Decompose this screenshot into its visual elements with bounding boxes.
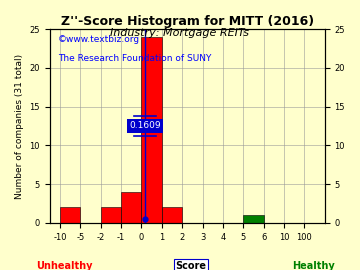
Y-axis label: Number of companies (31 total): Number of companies (31 total) <box>15 53 24 198</box>
Bar <box>141 37 162 223</box>
Bar <box>243 215 264 223</box>
Text: Score: Score <box>175 261 206 270</box>
Bar <box>101 207 121 223</box>
Text: Unhealthy: Unhealthy <box>37 261 93 270</box>
Bar <box>121 192 141 223</box>
Text: 0.1609: 0.1609 <box>129 122 161 130</box>
Text: ©www.textbiz.org: ©www.textbiz.org <box>58 35 140 44</box>
Text: Healthy: Healthy <box>292 261 334 270</box>
Title: Z''-Score Histogram for MITT (2016): Z''-Score Histogram for MITT (2016) <box>61 15 314 28</box>
Text: Industry: Mortgage REITs: Industry: Mortgage REITs <box>111 28 249 38</box>
Bar <box>162 207 182 223</box>
Bar <box>60 207 80 223</box>
Text: The Research Foundation of SUNY: The Research Foundation of SUNY <box>58 54 211 63</box>
